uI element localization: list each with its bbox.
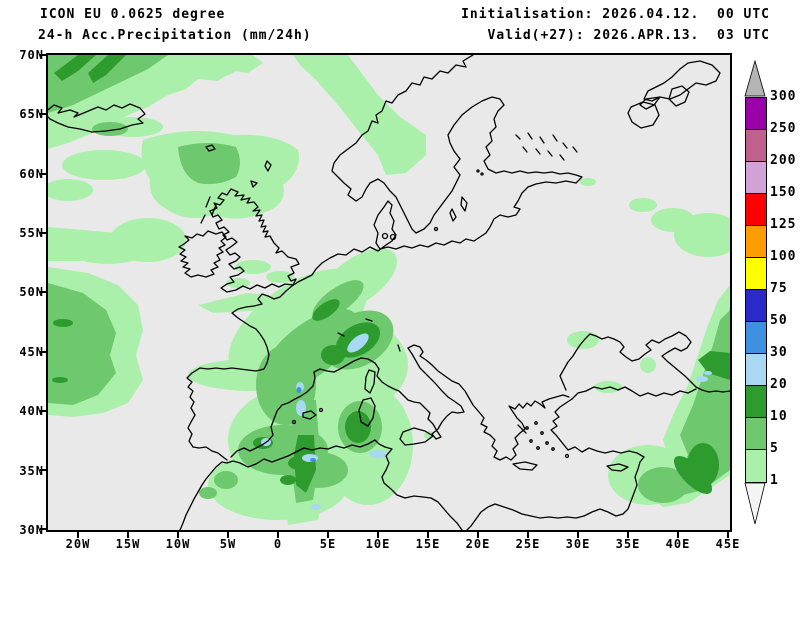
precip-layer-blue bbox=[296, 387, 316, 462]
colorbar-segment bbox=[746, 450, 766, 482]
model-title: ICON EU 0.0625 degree bbox=[40, 7, 226, 22]
colorbar-tick-label: 75 bbox=[770, 281, 788, 296]
colorbar-below-min-arrow bbox=[744, 482, 766, 525]
valid-time: Valid(+27): 2026.APR.13. 03 UTC bbox=[487, 28, 770, 43]
lat-tick bbox=[40, 173, 46, 175]
lon-label: 15E bbox=[415, 537, 441, 551]
lon-tick bbox=[577, 532, 579, 538]
lon-tick bbox=[227, 532, 229, 538]
lat-label: 50N bbox=[19, 285, 44, 299]
lon-label: 35E bbox=[615, 537, 641, 551]
colorbar-tick-label: 10 bbox=[770, 409, 788, 424]
colorbar-tick-label: 125 bbox=[770, 217, 797, 232]
colorbar-above-max-arrow bbox=[744, 60, 766, 97]
lat-label: 70N bbox=[19, 48, 44, 62]
lon-tick bbox=[677, 532, 679, 538]
lon-label: 20E bbox=[465, 537, 491, 551]
colorbar-tick-label: 20 bbox=[770, 377, 788, 392]
precipitation-map bbox=[48, 55, 730, 530]
colorbar-tick-label: 1 bbox=[770, 473, 779, 488]
colorbar-tick-label: 150 bbox=[770, 185, 797, 200]
lon-tick bbox=[127, 532, 129, 538]
colorbar-segment bbox=[746, 226, 766, 258]
colorbar-tick-label: 50 bbox=[770, 313, 788, 328]
lon-label: 45E bbox=[715, 537, 741, 551]
colorbar-segment bbox=[746, 290, 766, 322]
lon-label: 40E bbox=[665, 537, 691, 551]
lon-tick bbox=[177, 532, 179, 538]
lon-label: 5W bbox=[219, 537, 237, 551]
colorbar-tick-label: 250 bbox=[770, 121, 797, 136]
colorbar-segment bbox=[746, 258, 766, 290]
lat-label: 45N bbox=[19, 345, 44, 359]
lat-label: 65N bbox=[19, 107, 44, 121]
lat-label: 60N bbox=[19, 167, 44, 181]
colorbar-tick-label: 200 bbox=[770, 153, 797, 168]
lon-label: 30E bbox=[565, 537, 591, 551]
colorbar-segment bbox=[746, 162, 766, 194]
lon-tick bbox=[427, 532, 429, 538]
precip-layer-dark bbox=[52, 55, 730, 495]
lat-tick bbox=[40, 113, 46, 115]
map-area bbox=[46, 53, 732, 532]
lon-label: 10E bbox=[365, 537, 391, 551]
lon-tick bbox=[77, 532, 79, 538]
lat-label: 55N bbox=[19, 226, 44, 240]
lon-label: 10W bbox=[165, 537, 191, 551]
lon-label: 25E bbox=[515, 537, 541, 551]
colorbar-segment bbox=[746, 418, 766, 450]
lon-tick bbox=[727, 532, 729, 538]
colorbar-segment bbox=[746, 130, 766, 162]
lon-tick bbox=[277, 532, 279, 538]
lat-tick bbox=[40, 410, 46, 412]
colorbar-segment bbox=[746, 322, 766, 354]
lon-label: 5E bbox=[319, 537, 337, 551]
initialisation-time: Initialisation: 2026.04.12. 00 UTC bbox=[461, 7, 770, 22]
lat-tick bbox=[40, 351, 46, 353]
lat-tick bbox=[40, 291, 46, 293]
colorbar-segment bbox=[746, 98, 766, 130]
lon-label: 0 bbox=[273, 537, 283, 551]
coastlines bbox=[48, 55, 730, 530]
precip-layer-light bbox=[48, 55, 730, 525]
colorbar-tick-label: 100 bbox=[770, 249, 797, 264]
lat-tick bbox=[40, 528, 46, 530]
lon-label: 15W bbox=[115, 537, 141, 551]
colorbar-segment bbox=[746, 194, 766, 226]
colorbar-segment bbox=[746, 354, 766, 386]
colorbar-segment bbox=[746, 386, 766, 418]
colorbar-tick-label: 5 bbox=[770, 441, 779, 456]
lat-label: 30N bbox=[19, 523, 44, 537]
lat-tick bbox=[40, 54, 46, 56]
parameter-title: 24-h Acc.Precipitation (mm/24h) bbox=[38, 28, 312, 43]
lon-tick bbox=[327, 532, 329, 538]
lon-tick bbox=[377, 532, 379, 538]
lat-label: 40N bbox=[19, 404, 44, 418]
colorbar-tick-label: 300 bbox=[770, 89, 797, 104]
colorbar bbox=[745, 97, 767, 483]
colorbar-tick-label: 30 bbox=[770, 345, 788, 360]
lon-tick bbox=[627, 532, 629, 538]
lon-label: 20W bbox=[65, 537, 91, 551]
lat-tick bbox=[40, 232, 46, 234]
lat-label: 35N bbox=[19, 464, 44, 478]
lon-tick bbox=[477, 532, 479, 538]
lat-tick bbox=[40, 469, 46, 471]
lon-tick bbox=[527, 532, 529, 538]
